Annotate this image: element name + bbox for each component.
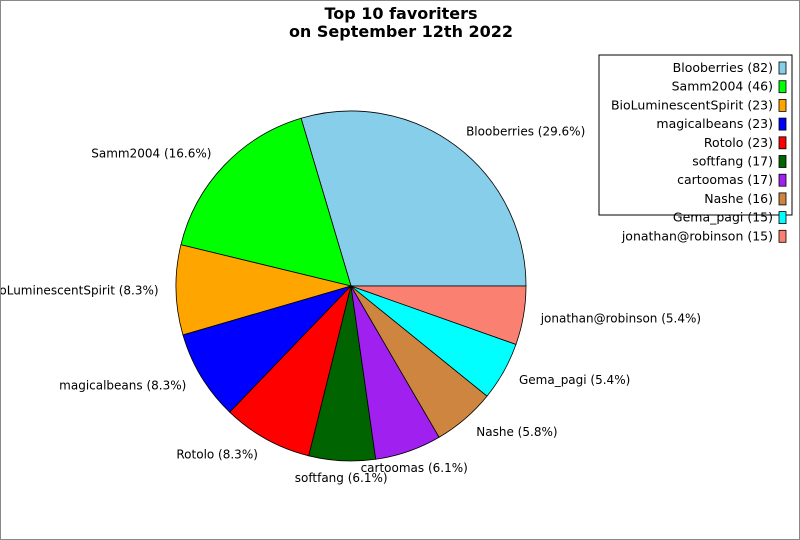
legend-label-7: Nashe (16) [704, 191, 773, 206]
pie-slice-3 [182, 285, 353, 413]
slice-label-0: Blooberries (29.6%) [466, 125, 585, 139]
slice-label-5: softfang (6.1%) [295, 471, 388, 485]
legend-label-8: Gema_pagi (15) [673, 210, 773, 225]
slice-label-2: BioLuminescentSpirit (8.3%) [1, 283, 159, 297]
legend-swatch-4 [778, 136, 787, 150]
legend-label-6: cartoomas (17) [677, 172, 773, 187]
pie-slice-4 [229, 284, 352, 457]
legend-label-3: magicalbeans (23) [656, 116, 773, 131]
pie-slice-2 [175, 244, 353, 336]
slice-label-1: Samm2004 (16.6%) [91, 146, 211, 160]
legend-swatch-8 [778, 211, 787, 225]
legend-label-0: Blooberries (82) [673, 60, 773, 75]
legend-label-5: softfang (17) [692, 154, 773, 169]
slice-label-7: Nashe (5.8%) [476, 425, 557, 439]
legend-label-4: Rotolo (23) [704, 135, 773, 150]
legend-label-1: Samm2004 (46) [672, 79, 773, 94]
legend-swatch-7 [778, 192, 787, 206]
pie-slice-0 [300, 110, 527, 287]
slice-label-3: magicalbeans (8.3%) [59, 379, 186, 393]
legend-box [598, 54, 793, 216]
legend-swatch-1 [778, 80, 787, 94]
pie-slice-1 [180, 117, 352, 287]
chart-title-line-2: on September 12th 2022 [289, 22, 513, 41]
legend-swatch-0 [778, 61, 787, 75]
legend-label-2: BioLuminescentSpirit (23) [611, 97, 773, 112]
legend: Blooberries (82) Samm2004 (46) BioLuminesc… [598, 54, 793, 243]
slice-label-8: Gema_pagi (5.4%) [519, 373, 630, 387]
legend-swatch-6 [778, 173, 787, 187]
slice-label-9: jonathan@robinson (5.4%) [540, 312, 701, 326]
pie-slice-9 [350, 285, 527, 345]
legend-swatch-3 [778, 117, 787, 131]
legend-swatch-9 [778, 229, 787, 243]
slice-label-4: Rotolo (8.3%) [176, 447, 258, 461]
legend-label-9: jonathan@robinson (15) [621, 228, 773, 243]
slice-label-6: cartoomas (6.1%) [361, 461, 468, 475]
chart-title-line-1: Top 10 favoriters [324, 4, 477, 23]
legend-swatch-2 [778, 99, 787, 112]
legend-swatch-5 [778, 155, 787, 168]
